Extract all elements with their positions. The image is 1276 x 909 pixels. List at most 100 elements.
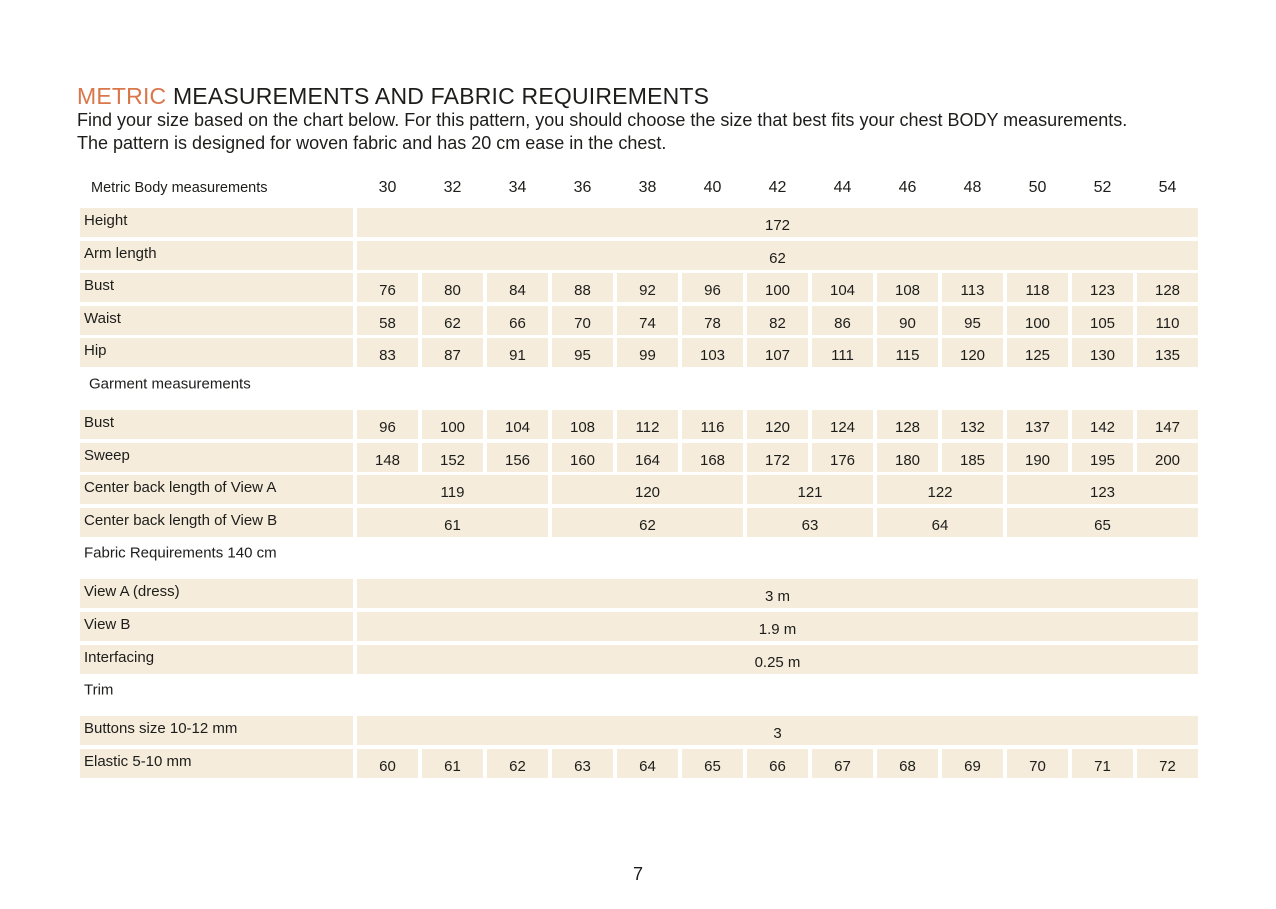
- intro-line: The pattern is designed for woven fabric…: [77, 133, 667, 153]
- row-label: View A (dress): [80, 579, 353, 609]
- value-cell: 200: [1137, 442, 1198, 472]
- row-label: Buttons size 10-12 mm: [80, 716, 353, 746]
- value-cell: 60: [357, 748, 418, 778]
- value-cell: 180: [877, 442, 938, 472]
- value-cell: 195: [1072, 442, 1133, 472]
- value-cell: 152: [422, 442, 483, 472]
- value-cell: 62: [487, 748, 548, 778]
- value-cell: 108: [552, 410, 613, 439]
- value-cell: 61: [357, 507, 548, 537]
- value-cell: 172: [357, 208, 1198, 237]
- value-cell: 87: [422, 338, 483, 368]
- section-heading: Garment measurements: [89, 375, 251, 393]
- value-cell: 96: [682, 273, 743, 303]
- value-cell: 3: [357, 716, 1198, 746]
- value-cell: 88: [552, 273, 613, 303]
- page-number: 7: [632, 864, 643, 884]
- value-cell: 62: [357, 240, 1198, 270]
- value-cell: 63: [552, 748, 613, 778]
- value-cell: 123: [1072, 273, 1133, 303]
- size-header: 46: [898, 179, 917, 196]
- value-cell: 100: [1007, 305, 1068, 335]
- value-cell: 112: [617, 410, 678, 439]
- value-cell: 65: [682, 748, 743, 778]
- value-cell: 124: [812, 410, 873, 439]
- row-label: Bust: [80, 410, 353, 439]
- value-cell: 92: [617, 273, 678, 303]
- value-cell: 168: [682, 442, 743, 472]
- value-cell: 103: [682, 338, 743, 368]
- value-cell: 118: [1007, 273, 1068, 303]
- value-cell: 0.25 m: [357, 644, 1198, 674]
- size-header: 30: [378, 179, 397, 196]
- value-cell: 104: [812, 273, 873, 303]
- value-cell: 135: [1137, 338, 1198, 368]
- title-accent: METRIC: [77, 83, 167, 109]
- size-header: 32: [443, 179, 462, 196]
- size-header: 52: [1093, 179, 1112, 196]
- row-label: Bust: [80, 273, 353, 303]
- section-heading: Fabric Requirements 140 cm: [84, 544, 277, 562]
- value-cell: 128: [877, 410, 938, 439]
- row-label: Hip: [80, 338, 353, 368]
- row-label: Elastic 5-10 mm: [80, 748, 353, 778]
- value-cell: 72: [1137, 748, 1198, 778]
- size-header: 50: [1028, 179, 1047, 196]
- value-cell: 74: [617, 305, 678, 335]
- value-cell: 113: [942, 273, 1003, 303]
- corner-label: Metric Body measurements: [91, 180, 268, 196]
- title-rest: MEASUREMENTS AND FABRIC REQUIREMENTS: [172, 83, 710, 109]
- value-cell: 190: [1007, 442, 1068, 472]
- value-cell: 125: [1007, 338, 1068, 368]
- value-cell: 95: [942, 305, 1003, 335]
- value-cell: 110: [1137, 305, 1198, 335]
- value-cell: 95: [552, 338, 613, 368]
- value-cell: 86: [812, 305, 873, 335]
- value-cell: 62: [552, 507, 743, 537]
- value-cell: 130: [1072, 338, 1133, 368]
- size-header: 48: [963, 179, 982, 196]
- value-cell: 176: [812, 442, 873, 472]
- value-cell: 78: [682, 305, 743, 335]
- value-cell: 111: [812, 338, 873, 368]
- value-cell: 90: [877, 305, 938, 335]
- row-label: Sweep: [80, 442, 353, 472]
- row-label: Center back length of View B: [80, 507, 353, 537]
- size-header: 42: [768, 179, 787, 196]
- value-cell: 148: [357, 442, 418, 472]
- value-cell: 122: [877, 475, 1003, 505]
- value-cell: 76: [357, 273, 418, 303]
- size-header: 44: [833, 179, 852, 196]
- value-cell: 116: [682, 410, 743, 439]
- value-cell: 1.9 m: [357, 612, 1198, 641]
- size-header: 38: [638, 179, 657, 196]
- value-cell: 58: [357, 305, 418, 335]
- value-cell: 64: [877, 507, 1003, 537]
- value-cell: 120: [552, 475, 743, 505]
- value-cell: 120: [942, 338, 1003, 368]
- value-cell: 119: [357, 475, 548, 505]
- size-header: 36: [573, 179, 592, 196]
- value-cell: 164: [617, 442, 678, 472]
- value-cell: 107: [747, 338, 808, 368]
- row-label: Arm length: [80, 240, 353, 270]
- value-cell: 147: [1137, 410, 1198, 439]
- row-label: Interfacing: [80, 644, 353, 674]
- value-cell: 100: [747, 273, 808, 303]
- value-cell: 65: [1007, 507, 1198, 537]
- value-cell: 142: [1072, 410, 1133, 439]
- value-cell: 70: [1007, 748, 1068, 778]
- value-cell: 115: [877, 338, 938, 368]
- value-cell: 123: [1007, 475, 1198, 505]
- value-cell: 83: [357, 338, 418, 368]
- value-cell: 80: [422, 273, 483, 303]
- title: METRIC MEASUREMENTS AND FABRIC REQUIREME…: [77, 83, 709, 110]
- value-cell: 120: [747, 410, 808, 439]
- value-cell: 108: [877, 273, 938, 303]
- value-cell: 137: [1007, 410, 1068, 439]
- value-cell: 62: [422, 305, 483, 335]
- value-cell: 82: [747, 305, 808, 335]
- size-header: 40: [703, 179, 722, 196]
- value-cell: 121: [747, 475, 873, 505]
